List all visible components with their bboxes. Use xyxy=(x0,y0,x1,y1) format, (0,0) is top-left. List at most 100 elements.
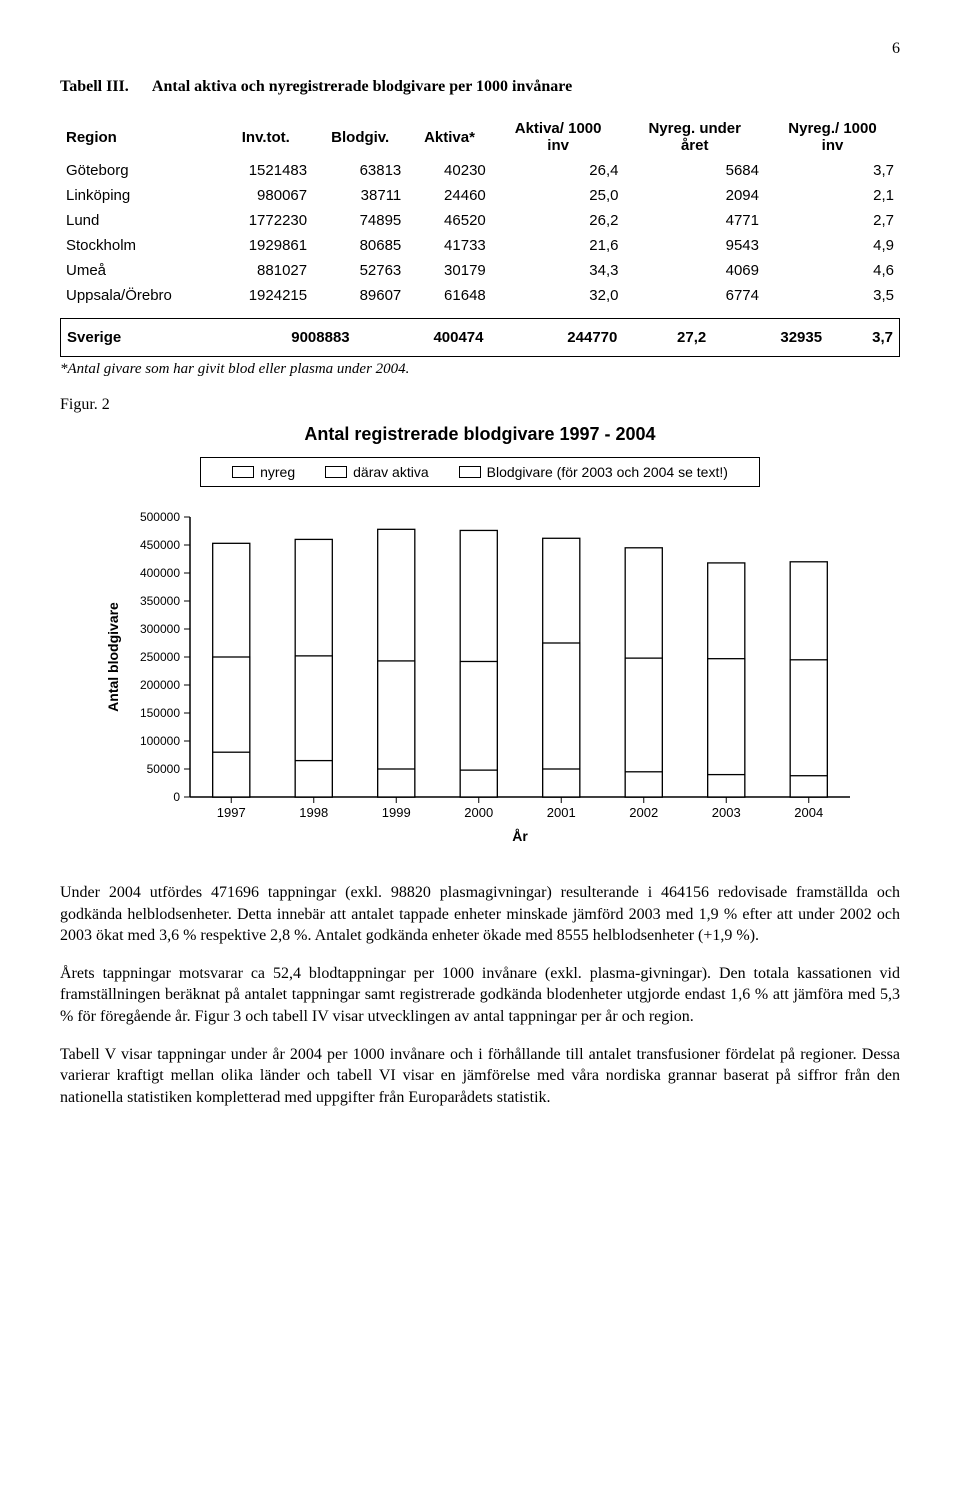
svg-text:350000: 350000 xyxy=(140,594,180,608)
table-cell: Umeå xyxy=(60,258,218,283)
table-row: Uppsala/Örebro1924215896076164832,067743… xyxy=(60,283,900,308)
legend-item-nyreg: nyreg xyxy=(232,464,295,480)
table-row: Umeå881027527633017934,340694,6 xyxy=(60,258,900,283)
table-total-cell: 9008883 xyxy=(204,319,356,356)
table-iii-text: Antal aktiva och nyregistrerade blodgiva… xyxy=(152,78,572,95)
table-cell: 41733 xyxy=(407,233,491,258)
legend-swatch xyxy=(325,466,347,478)
svg-text:150000: 150000 xyxy=(140,706,180,720)
svg-text:450000: 450000 xyxy=(140,538,180,552)
legend-swatch xyxy=(232,466,254,478)
table-cell: 26,2 xyxy=(492,208,625,233)
table-iii-prefix: Tabell III. xyxy=(60,78,129,96)
table-cell: 40230 xyxy=(407,158,491,183)
table-cell: 1772230 xyxy=(218,208,313,233)
svg-text:1997: 1997 xyxy=(217,805,246,820)
svg-text:1998: 1998 xyxy=(299,805,328,820)
table-cell: Linköping xyxy=(60,183,218,208)
table-cell: 1924215 xyxy=(218,283,313,308)
table-cell: 26,4 xyxy=(492,158,625,183)
bar-chart: 0 50000 100000 150000 200000 250000 300000 3500… xyxy=(100,507,860,847)
table-header-cell: Nyreg. underåret xyxy=(624,116,765,158)
table-cell: 4069 xyxy=(624,258,765,283)
table-cell: 21,6 xyxy=(492,233,625,258)
page-number: 6 xyxy=(60,40,900,58)
legend-item-blodgivare: Blodgivare (för 2003 och 2004 se text!) xyxy=(459,464,728,480)
table-iii-total-box: Sverige900888340047424477027,2329353,7 xyxy=(60,318,900,357)
legend-label: nyreg xyxy=(260,464,295,480)
paragraph-1: Under 2004 utfördes 471696 tappningar (e… xyxy=(60,882,900,947)
table-cell: 89607 xyxy=(313,283,407,308)
svg-text:1999: 1999 xyxy=(382,805,411,820)
svg-text:250000: 250000 xyxy=(140,650,180,664)
table-header-cell: Aktiva* xyxy=(407,116,491,158)
table-cell: 6774 xyxy=(624,283,765,308)
paragraph-2: Årets tappningar motsvarar ca 52,4 blodt… xyxy=(60,963,900,1028)
table-total-cell: 32935 xyxy=(712,319,828,356)
table-cell: 46520 xyxy=(407,208,491,233)
table-header-cell: Blodgiv. xyxy=(313,116,407,158)
table-cell: 2094 xyxy=(624,183,765,208)
table-cell: 4771 xyxy=(624,208,765,233)
table-cell: 3,7 xyxy=(765,158,900,183)
table-iii: RegionInv.tot.Blodgiv.Aktiva*Aktiva/ 100… xyxy=(60,116,900,308)
table-cell: 2,1 xyxy=(765,183,900,208)
svg-text:Antal blodgivare: Antal blodgivare xyxy=(105,602,121,712)
table-cell: 980067 xyxy=(218,183,313,208)
svg-text:100000: 100000 xyxy=(140,734,180,748)
svg-text:År: År xyxy=(512,828,528,844)
table-cell: 2,7 xyxy=(765,208,900,233)
svg-text:2003: 2003 xyxy=(712,805,741,820)
table-total-cell: 244770 xyxy=(490,319,624,356)
table-cell: Lund xyxy=(60,208,218,233)
table-cell: 881027 xyxy=(218,258,313,283)
chart-container: Antal registrerade blodgivare 1997 - 200… xyxy=(100,424,860,852)
table-total-cell: 27,2 xyxy=(623,319,712,356)
table-header-cell: Aktiva/ 1000inv xyxy=(492,116,625,158)
table-row: Göteborg1521483638134023026,456843,7 xyxy=(60,158,900,183)
table-header-cell: Inv.tot. xyxy=(218,116,313,158)
svg-text:200000: 200000 xyxy=(140,678,180,692)
table-cell: 30179 xyxy=(407,258,491,283)
table-cell: Stockholm xyxy=(60,233,218,258)
table-cell: 3,5 xyxy=(765,283,900,308)
table-cell: 25,0 xyxy=(492,183,625,208)
figure-label: Figur. 2 xyxy=(60,396,900,414)
table-cell: 74895 xyxy=(313,208,407,233)
legend-item-aktiva: därav aktiva xyxy=(325,464,428,480)
legend-label: därav aktiva xyxy=(353,464,428,480)
svg-text:300000: 300000 xyxy=(140,622,180,636)
table-cell: 1929861 xyxy=(218,233,313,258)
table-cell: 80685 xyxy=(313,233,407,258)
table-cell: 52763 xyxy=(313,258,407,283)
chart-legend: nyreg därav aktiva Blodgivare (för 2003 … xyxy=(200,457,760,487)
table-total-cell: 3,7 xyxy=(828,319,899,356)
table-iii-footnote: *Antal givare som har givit blod eller p… xyxy=(60,361,900,378)
table-cell: 24460 xyxy=(407,183,491,208)
table-cell: 5684 xyxy=(624,158,765,183)
table-cell: 4,6 xyxy=(765,258,900,283)
paragraph-3: Tabell V visar tappningar under år 2004 … xyxy=(60,1044,900,1109)
table-header-cell: Nyreg./ 1000inv xyxy=(765,116,900,158)
table-cell: 38711 xyxy=(313,183,407,208)
table-row: Linköping980067387112446025,020942,1 xyxy=(60,183,900,208)
table-total-cell: Sverige xyxy=(61,319,204,356)
svg-text:0: 0 xyxy=(173,790,180,804)
table-cell: 32,0 xyxy=(492,283,625,308)
svg-text:500000: 500000 xyxy=(140,510,180,524)
table-cell: 61648 xyxy=(407,283,491,308)
table-cell: 63813 xyxy=(313,158,407,183)
svg-text:2001: 2001 xyxy=(547,805,576,820)
legend-swatch xyxy=(459,466,481,478)
table-row: Lund1772230748954652026,247712,7 xyxy=(60,208,900,233)
svg-text:50000: 50000 xyxy=(147,762,181,776)
table-total-cell: 400474 xyxy=(356,319,490,356)
table-cell: 9543 xyxy=(624,233,765,258)
table-cell: Uppsala/Örebro xyxy=(60,283,218,308)
svg-text:2002: 2002 xyxy=(629,805,658,820)
svg-text:2000: 2000 xyxy=(464,805,493,820)
table-cell: Göteborg xyxy=(60,158,218,183)
table-row: Stockholm1929861806854173321,695434,9 xyxy=(60,233,900,258)
table-header-cell: Region xyxy=(60,116,218,158)
chart-title: Antal registrerade blodgivare 1997 - 200… xyxy=(100,424,860,445)
